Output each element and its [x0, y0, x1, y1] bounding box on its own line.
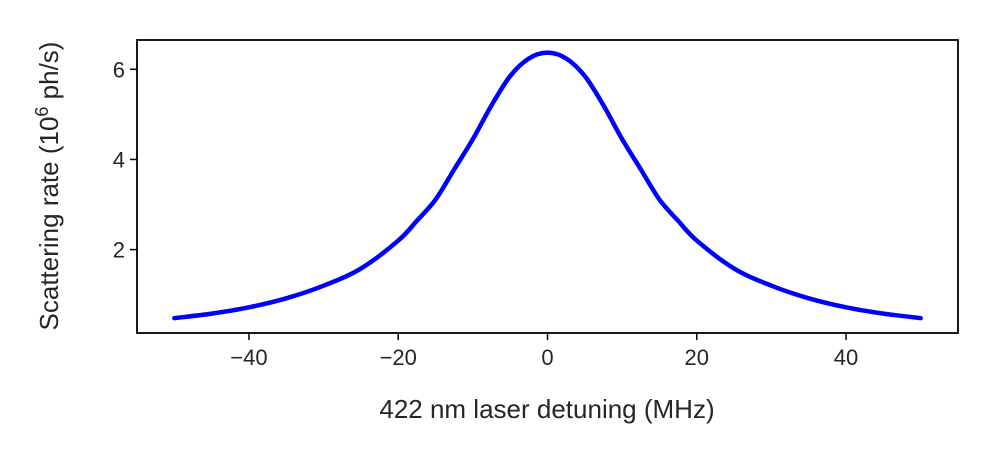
y-axis-label: Scattering rate (106 ph/s): [32, 42, 64, 331]
x-tick-label: −40: [230, 345, 267, 370]
series-layer: [172, 50, 923, 321]
series-line-0: [172, 50, 923, 321]
y-tick-label: 6: [113, 57, 125, 82]
y-axis-label-superscript: 6: [32, 107, 52, 117]
x-tick-label: 20: [685, 345, 709, 370]
y-axis-label-suffix: ph/s): [34, 42, 64, 107]
x-tick-label: 40: [834, 345, 858, 370]
y-axis-label-prefix: Scattering rate (10: [34, 117, 64, 331]
x-axis-label: 422 nm laser detuning (MHz): [379, 394, 714, 424]
x-tick-label: −20: [380, 345, 417, 370]
ticks-layer: −40 −20 0 20 40 2 4 6: [113, 57, 859, 370]
plot-area-frame: [136, 39, 959, 334]
x-tick-label: 0: [541, 345, 553, 370]
y-tick-label: 4: [113, 147, 125, 172]
y-tick-label: 2: [113, 238, 125, 263]
